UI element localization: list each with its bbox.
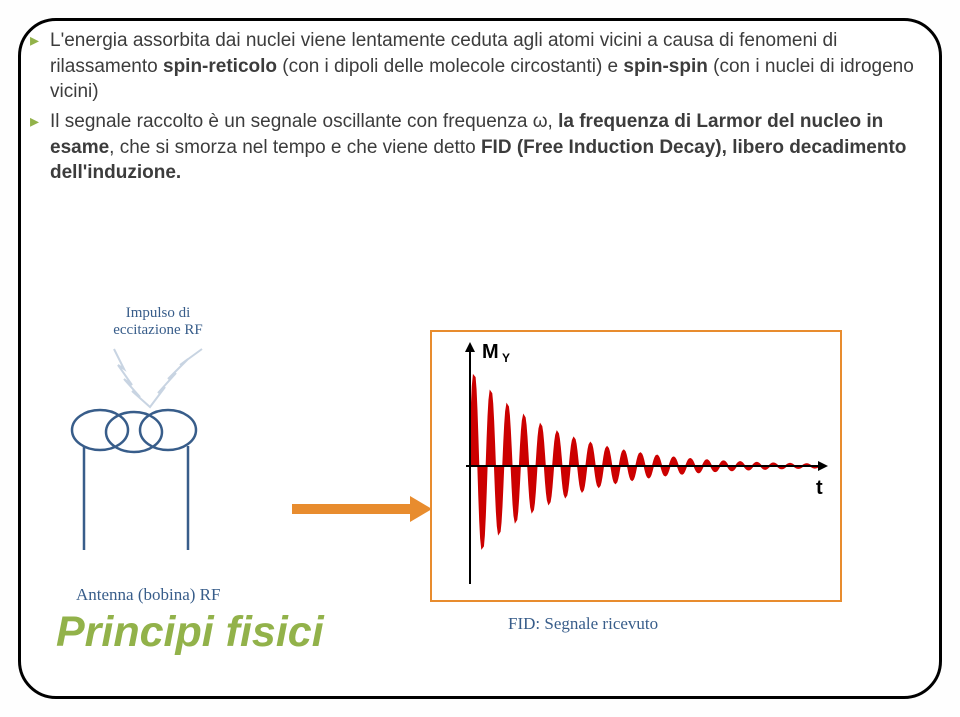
body-text: (con i dipoli delle molecole circostanti… <box>277 56 623 77</box>
rf-pulse-zigzag-icon <box>110 345 220 415</box>
antenna-label: Antenna (bobina) RF <box>76 585 220 605</box>
bullet-list: L'energia assorbita dai nuclei viene len… <box>32 28 928 186</box>
impulso-label: Impulso di eccitazione RF <box>98 305 218 339</box>
bullet-item-1: L'energia assorbita dai nuclei viene len… <box>32 28 928 105</box>
antenna-coil-icon <box>70 408 270 558</box>
bullet-item-2: Il segnale raccolto è un segnale oscilla… <box>32 109 928 186</box>
body-text: Il segnale raccolto è un segnale oscilla… <box>50 111 558 132</box>
bold-text: spin-spin <box>623 56 707 77</box>
impulso-line2: eccitazione RF <box>113 322 203 338</box>
impulso-line1: Impulso di <box>126 305 191 321</box>
body-text: , che si smorza nel tempo e che viene de… <box>109 137 481 158</box>
bold-text: spin-reticolo <box>163 56 277 77</box>
fid-label: FID: Segnale ricevuto <box>508 614 658 634</box>
fid-chart-wrap: MYt <box>430 330 870 607</box>
content-area: L'energia assorbita dai nuclei viene len… <box>32 28 928 190</box>
svg-text:Y: Y <box>502 351 510 365</box>
fid-chart: MYt <box>436 336 836 596</box>
svg-text:t: t <box>816 477 823 499</box>
svg-text:M: M <box>482 341 499 363</box>
principi-title: Principi fisici <box>56 608 324 657</box>
arrow-icon <box>292 496 432 522</box>
fid-chart-border: MYt <box>430 330 842 602</box>
